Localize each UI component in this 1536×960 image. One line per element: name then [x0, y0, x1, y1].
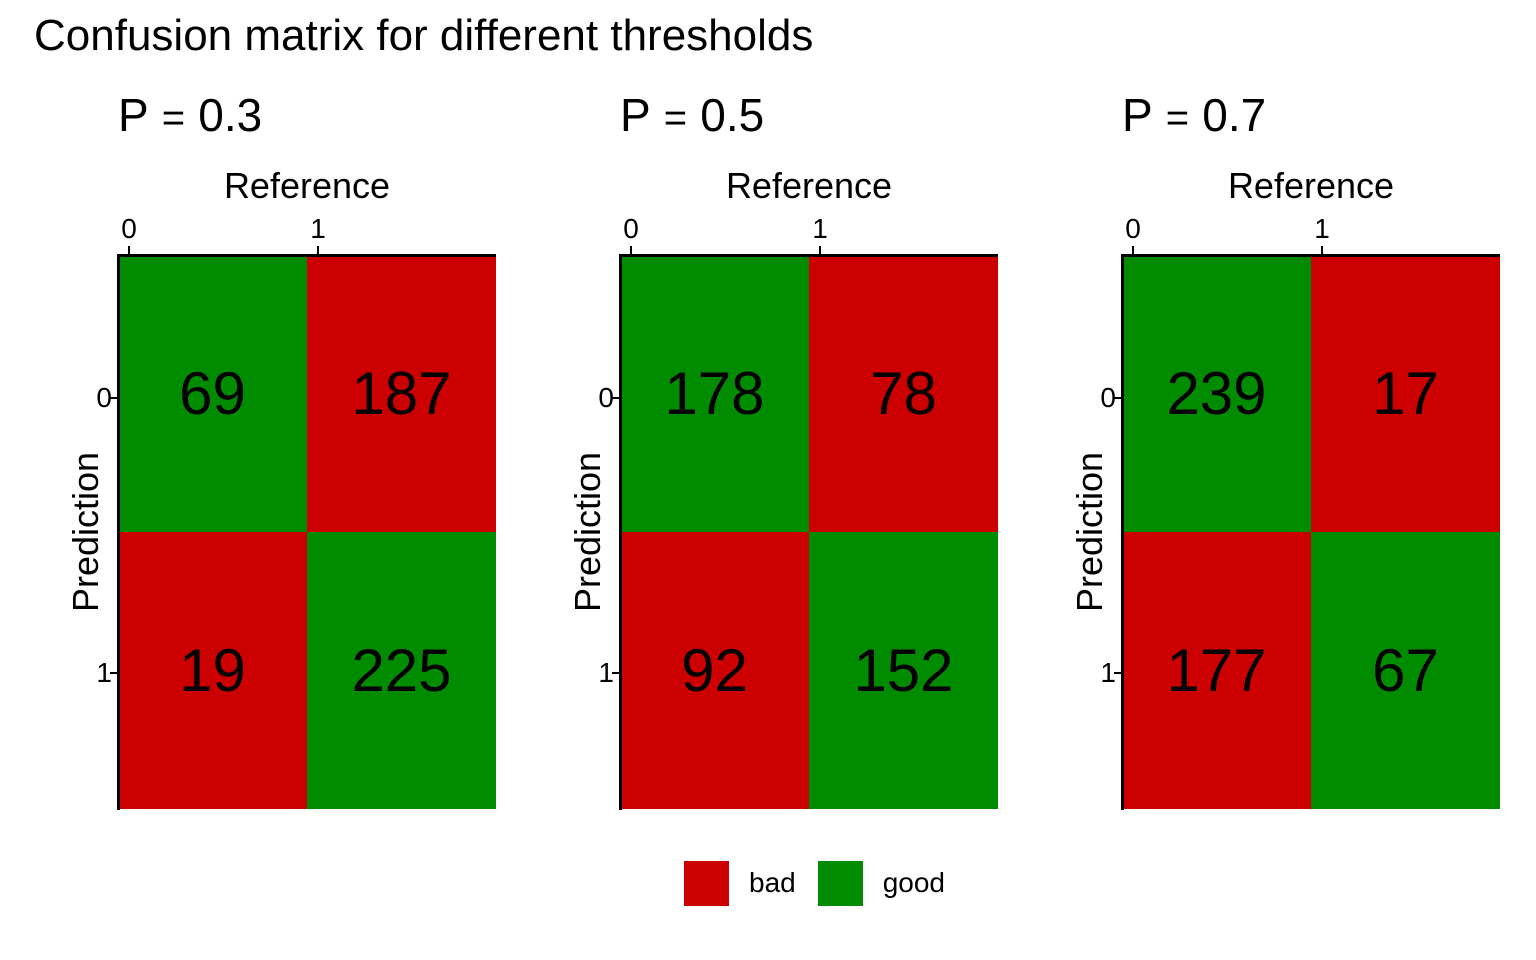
panel-title: P = 0.5: [620, 88, 764, 145]
y-tick: [110, 397, 118, 399]
x-tick: [317, 246, 319, 256]
x-tick-label: 0: [623, 213, 639, 244]
panel-title-value: 0.7: [1202, 89, 1267, 141]
confusion-matrix: 239 17 177 67: [1122, 255, 1500, 809]
equals-sign: =: [652, 96, 699, 140]
matrix-cell: 92: [620, 532, 809, 809]
x-axis-line: [118, 254, 496, 257]
matrix-cell: 187: [307, 255, 496, 532]
panel-title: P = 0.7: [1122, 88, 1266, 145]
x-tick: [128, 246, 130, 256]
y-axis-line: [619, 254, 622, 810]
panel-title-value: 0.5: [700, 89, 765, 141]
panel-title-prefix: P: [118, 89, 149, 141]
y-axis-label: Prediction: [1069, 451, 1110, 613]
panel-title: P = 0.3: [118, 88, 262, 145]
y-tick: [1114, 397, 1122, 399]
y-tick: [612, 397, 620, 399]
matrix-cell: 178: [620, 255, 809, 532]
x-tick: [1132, 246, 1134, 256]
y-tick-label: 1: [598, 657, 614, 688]
y-tick-label: 0: [598, 382, 614, 413]
matrix-panel: P = 0.7 Reference 0 1 Prediction 0 1 239 17 177 67: [1038, 88, 1500, 818]
y-tick-label: 0: [1100, 382, 1116, 413]
panel-title-prefix: P: [1122, 89, 1153, 141]
legend-label: good: [882, 867, 946, 898]
x-tick-label: 0: [121, 213, 137, 244]
y-axis-label: Prediction: [567, 451, 608, 613]
matrix-cell: 17: [1311, 255, 1500, 532]
matrix-cell: 69: [118, 255, 307, 532]
y-tick: [1114, 672, 1122, 674]
matrix-cell: 78: [809, 255, 998, 532]
x-axis-label: Reference: [725, 165, 893, 206]
y-tick-label: 1: [1100, 657, 1116, 688]
y-axis-line: [117, 254, 120, 810]
matrix-cell: 19: [118, 532, 307, 809]
x-axis-line: [620, 254, 998, 257]
y-tick-label: 1: [96, 657, 112, 688]
matrix-cell: 239: [1122, 255, 1311, 532]
equals-sign: =: [1154, 96, 1201, 140]
equals-sign: =: [150, 96, 197, 140]
legend: bad good: [684, 860, 967, 906]
legend-swatch: [684, 860, 729, 906]
matrix-panel: P = 0.3 Reference 0 1 Prediction 0 1 69 187 19 225: [34, 88, 496, 818]
y-tick: [110, 672, 118, 674]
confusion-matrix: 69 187 19 225: [118, 255, 496, 809]
x-tick-label: 1: [812, 213, 828, 244]
matrix-cell: 225: [307, 532, 496, 809]
y-axis-line: [1121, 254, 1124, 810]
matrix-cell: 67: [1311, 532, 1500, 809]
legend-swatch: [817, 860, 863, 906]
x-tick-label: 1: [310, 213, 326, 244]
matrix-cell: 177: [1122, 532, 1311, 809]
matrix-cell: 152: [809, 532, 998, 809]
y-tick-label: 0: [96, 382, 112, 413]
x-tick-label: 0: [1125, 213, 1141, 244]
x-axis-line: [1122, 254, 1500, 257]
matrix-panel: P = 0.5 Reference 0 1 Prediction 0 1 178 78 92 152: [536, 88, 998, 818]
panel-title-value: 0.3: [198, 89, 263, 141]
x-tick: [1321, 246, 1323, 256]
confusion-matrix: 178 78 92 152: [620, 255, 998, 809]
x-tick: [819, 246, 821, 256]
x-tick: [630, 246, 632, 256]
y-tick: [612, 672, 620, 674]
y-axis-label: Prediction: [65, 451, 106, 613]
x-axis-label: Reference: [1227, 165, 1395, 206]
chart-title: Confusion matrix for different threshold…: [34, 11, 814, 60]
panel-title-prefix: P: [620, 89, 651, 141]
x-tick-label: 1: [1314, 213, 1330, 244]
x-axis-label: Reference: [223, 165, 391, 206]
legend-label: bad: [749, 867, 796, 898]
